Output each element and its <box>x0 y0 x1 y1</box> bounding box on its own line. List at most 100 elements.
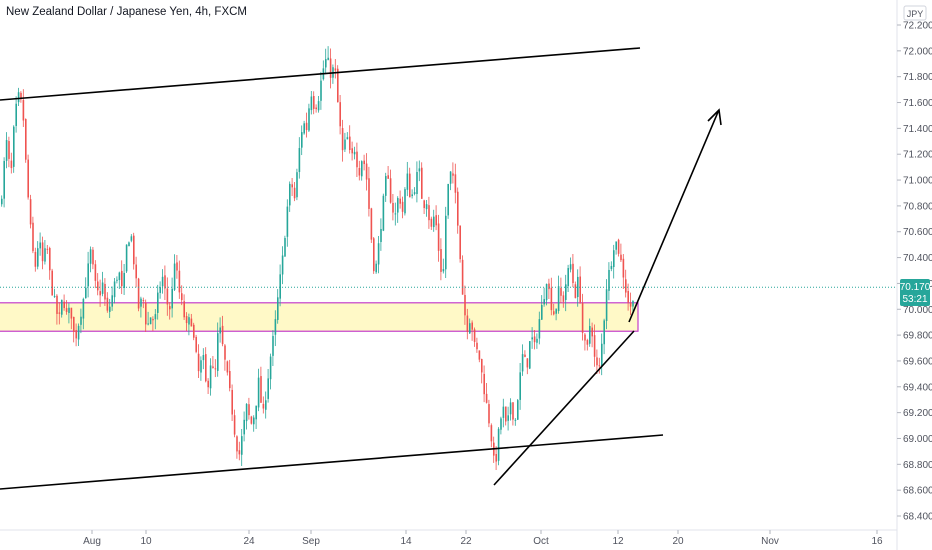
price-axis-tick-label: 68.800 <box>903 460 932 471</box>
candle-body <box>543 299 545 305</box>
rising-support-trendline[interactable] <box>493 330 635 486</box>
candle-body <box>17 92 20 103</box>
candle-body <box>111 295 113 307</box>
candle-body <box>118 272 121 281</box>
candle-body <box>351 148 353 154</box>
candle-body <box>202 355 205 361</box>
candle-body <box>622 258 625 278</box>
candle-body <box>353 151 356 155</box>
price-axis-tick-label: 71.400 <box>903 124 932 135</box>
candle-body <box>125 244 128 272</box>
candle-body <box>411 194 413 197</box>
candle-body <box>591 327 593 337</box>
price-axis-tick-label: 71.200 <box>903 150 932 161</box>
candle-body <box>219 327 221 334</box>
candle-body <box>423 200 425 209</box>
candle-body <box>531 337 533 340</box>
projection-arrow[interactable] <box>628 111 719 323</box>
candle-body <box>401 201 404 212</box>
candle-body <box>557 286 560 311</box>
candle-body <box>140 298 142 307</box>
candle-body <box>577 276 579 298</box>
candle-body <box>233 415 236 435</box>
candle-body <box>433 216 435 228</box>
candle-body <box>629 302 632 307</box>
currency-badge[interactable]: JPY <box>903 5 927 21</box>
price-axis-tick-label: 71.800 <box>903 72 932 83</box>
price-axis[interactable]: 72.200 72.000 71.800 71.600 71.400 71.200 71.0… <box>897 21 932 523</box>
candle-body <box>586 340 589 345</box>
candle-body <box>541 305 543 320</box>
candle-body <box>37 248 39 267</box>
upper-channel-trendline[interactable] <box>0 47 641 101</box>
candle-body <box>313 96 315 109</box>
candle-body <box>255 405 257 420</box>
candle-body <box>555 309 557 314</box>
candle-body <box>214 368 217 370</box>
candle-body <box>279 274 281 299</box>
candle-body <box>394 213 397 215</box>
last-price-badge: 70.170 53:21 <box>900 279 931 306</box>
candle-body <box>349 136 351 150</box>
candle-body <box>173 263 176 290</box>
candle-body <box>39 242 41 249</box>
candle-body <box>44 248 46 262</box>
candle-body <box>445 215 447 270</box>
candle-body <box>488 404 490 424</box>
price-axis-tick-label: 68.400 <box>903 512 932 523</box>
candle-body <box>250 416 253 424</box>
candle-body <box>82 298 85 319</box>
lower-channel-trendline[interactable] <box>0 434 664 490</box>
candle-body <box>226 361 229 373</box>
candle-body <box>485 393 488 403</box>
candle-body <box>92 249 94 265</box>
candle-body <box>421 167 423 199</box>
candle-body <box>598 365 601 367</box>
candle-body <box>593 335 596 357</box>
time-axis-tick-label: 20 <box>672 536 684 547</box>
support-resistance-zone[interactable] <box>0 302 639 332</box>
candle-body <box>464 294 466 316</box>
candle-body <box>569 264 572 270</box>
candle-body <box>147 323 149 325</box>
candle-body <box>142 300 145 302</box>
candle-body <box>471 322 473 330</box>
candle-body <box>425 204 428 210</box>
candle-body <box>382 195 385 231</box>
candle-body <box>128 242 130 247</box>
time-axis-tick-label: Oct <box>533 536 549 547</box>
candlestick-series <box>1 46 634 470</box>
candle-body <box>70 307 73 319</box>
candle-body <box>399 198 401 204</box>
candle-body <box>325 59 327 68</box>
candle-body <box>262 403 265 409</box>
candle-body <box>190 318 193 327</box>
candle-body <box>416 171 418 195</box>
candle-body <box>339 102 341 127</box>
candle-body <box>565 284 567 300</box>
candle-body <box>13 126 15 167</box>
candle-body <box>469 323 471 334</box>
candle-body <box>253 417 255 425</box>
candle-body <box>613 250 615 268</box>
price-axis-tick-label: 70.600 <box>903 227 932 238</box>
candle-body <box>553 311 555 315</box>
candle-body <box>193 324 195 338</box>
candle-body <box>89 249 92 264</box>
candle-body <box>440 249 442 272</box>
time-axis-tick-label: 14 <box>400 536 412 547</box>
candle-body <box>116 279 118 281</box>
candle-body <box>87 263 89 287</box>
time-axis[interactable]: Aug 10 24 Sep 14 22 Oct 12 20 Nov 16 <box>0 529 897 547</box>
candle-body <box>538 319 541 339</box>
candle-body <box>548 283 550 290</box>
candle-body <box>152 318 154 321</box>
candle-body <box>329 58 332 78</box>
candle-body <box>320 80 322 101</box>
candle-body <box>181 293 183 301</box>
candle-body <box>205 354 207 382</box>
candle-body <box>277 297 279 320</box>
candle-body <box>75 330 77 339</box>
candle-body <box>601 343 603 367</box>
